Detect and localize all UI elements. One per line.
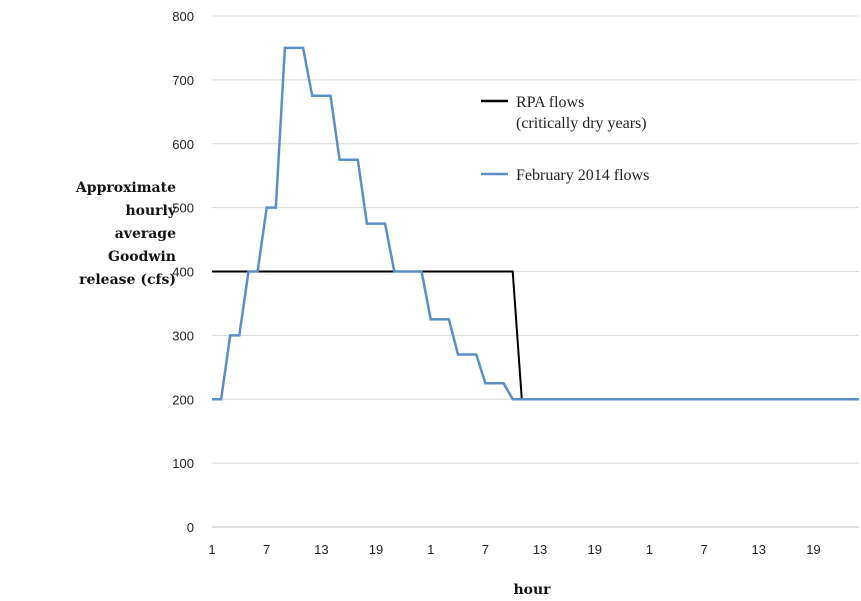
legend: RPA flows (critically dry years) February … [481, 94, 649, 184]
y-axis-title: Approximate hourly average Goodwin release (… [75, 180, 177, 288]
x-tick-label: 19 [369, 542, 383, 557]
y-tick-label: 700 [172, 73, 194, 88]
y-axis-title-line: release (cfs) [79, 272, 176, 288]
x-tick-label: 19 [806, 542, 820, 557]
legend-label: (critically dry years) [516, 115, 647, 132]
x-axis-ticks: 1 7 13 19 1 7 13 19 1 7 13 19 [208, 542, 820, 557]
gridlines [212, 15, 859, 528]
y-axis-title-line: hourly [125, 203, 176, 219]
x-tick-label: 13 [752, 542, 766, 557]
y-tick-label: 300 [172, 328, 194, 343]
y-tick-label: 800 [172, 9, 194, 24]
y-axis-title-line: Approximate [75, 180, 176, 196]
x-tick-label: 1 [427, 542, 434, 557]
x-tick-label: 7 [482, 542, 489, 557]
y-tick-label: 500 [172, 201, 194, 216]
y-tick-label: 0 [187, 520, 194, 535]
x-tick-label: 1 [646, 542, 653, 557]
y-axis-ticks: 0 100 200 300 400 500 600 700 800 [172, 9, 194, 535]
series-lines [212, 46, 859, 401]
y-tick-label: 600 [172, 137, 194, 152]
x-tick-label: 7 [263, 542, 270, 557]
y-tick-label: 400 [172, 265, 194, 280]
legend-label: February 2014 flows [516, 167, 649, 184]
x-tick-label: 13 [314, 542, 328, 557]
legend-label: RPA flows [516, 94, 584, 111]
y-axis-title-line: Goodwin [108, 249, 176, 265]
x-tick-label: 13 [533, 542, 547, 557]
y-axis-title-line: average [115, 226, 176, 242]
x-tick-label: 19 [587, 542, 601, 557]
y-tick-label: 200 [172, 392, 194, 407]
x-tick-label: 7 [700, 542, 707, 557]
x-tick-label: 1 [208, 542, 215, 557]
x-axis-title: hour [513, 582, 551, 598]
series-line-february-2014-flows [212, 46, 859, 401]
y-tick-label: 100 [172, 456, 194, 471]
